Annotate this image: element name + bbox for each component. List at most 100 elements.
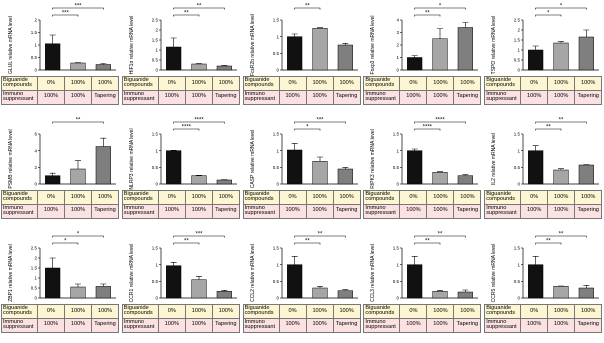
condition-cell: 0%	[157, 304, 186, 319]
y-tick-label: 1	[155, 262, 158, 267]
bar	[553, 169, 569, 185]
condition-row: Biguanide compounds 0% 100% 100%	[1, 76, 119, 91]
condition-cell: 100%	[426, 317, 455, 333]
significance-label: **	[184, 11, 189, 17]
condition-cell: 100%	[64, 203, 92, 219]
bar	[553, 286, 569, 299]
bar	[45, 267, 61, 299]
error-bar	[462, 174, 469, 176]
y-tick-label: 1.5	[31, 30, 38, 35]
y-axis-label: FcεR2b relative mRNA level	[250, 14, 256, 76]
row-label: Biguanide compounds	[363, 190, 401, 205]
error-bar	[100, 137, 107, 147]
condition-cell: Tapering	[574, 203, 603, 219]
bar	[528, 150, 544, 185]
bar	[165, 46, 182, 71]
bar	[286, 149, 302, 185]
y-tick-label: 1.5	[152, 132, 159, 137]
bar	[578, 287, 595, 299]
condition-cell: 100%	[278, 317, 307, 333]
y-tick-label: 2.5	[31, 246, 38, 251]
error-bar	[100, 283, 107, 287]
condition-cell: 0%	[278, 304, 307, 319]
y-tick-label: 2	[34, 18, 37, 23]
significance-label: *	[560, 4, 563, 10]
significance-bracket	[293, 121, 346, 124]
significance-bracket	[535, 128, 562, 131]
chart: CCL3 relative mRNA level 0 0.5 1 1.5 ** **	[370, 232, 479, 302]
condition-table: Biguanide compounds 0% 100% 100% Immuno supp…	[242, 304, 361, 333]
y-tick-label: 1	[34, 43, 37, 48]
condition-cell: Tapering	[453, 203, 482, 219]
error-bar	[532, 45, 539, 50]
condition-table: Biguanide compounds 0% 100% 100% Immuno supp…	[121, 190, 240, 219]
condition-row: Biguanide compounds 0% 100% 100%	[242, 304, 361, 319]
significance-label: **	[425, 11, 430, 17]
y-axis-label: ZBP1 relative mRNA level	[8, 244, 14, 302]
y-tick-label: 1.5	[393, 246, 400, 251]
row-label: Immuno suppressant	[363, 203, 401, 219]
bar	[216, 179, 232, 185]
condition-cell: 0%	[37, 190, 65, 205]
y-axis-label: CASP relative mRNA level	[250, 130, 256, 189]
chart: GLUL relative mRNA level 0 0.5 1 1.5 2 *** ***	[8, 4, 116, 74]
row-label: Immuno suppressant	[242, 203, 280, 219]
condition-row: Immuno suppressant 100% 100% Tapering	[1, 203, 119, 219]
condition-row: Immuno suppressant 100% 100% Tapering	[242, 89, 361, 105]
error-bar	[583, 29, 590, 37]
condition-row: Biguanide compounds 0% 100% 100%	[242, 76, 361, 91]
error-bar	[412, 148, 419, 151]
significance-label: **	[546, 239, 551, 245]
row-label: Biguanide compounds	[484, 304, 522, 319]
significance-label: **	[438, 232, 443, 238]
condition-cell: 0%	[278, 190, 307, 205]
y-tick-label: 0	[155, 296, 158, 301]
bar	[45, 43, 61, 71]
significance-label: **	[184, 239, 189, 245]
condition-cell: 100%	[64, 89, 92, 105]
condition-cell: 100%	[184, 76, 213, 91]
y-tick-label: 1	[276, 148, 279, 153]
condition-cell: 100%	[278, 89, 307, 105]
chart: CCR5 relative mRNA level 0 0.5 1 1.5 ** **	[491, 232, 600, 302]
significance-label: ***	[74, 4, 82, 10]
chart: RIPK3 relative mRNA level 0 0.5 1 1.5 *******…	[370, 118, 479, 189]
y-tick-label: 0.5	[514, 279, 521, 284]
y-tick-label: 0.5	[514, 165, 521, 170]
condition-cell: 100%	[453, 190, 482, 205]
condition-row: Immuno suppressant 100% 100% Tapering	[363, 89, 482, 105]
condition-row: Immuno suppressant 100% 100% Tapering	[363, 203, 482, 219]
condition-row: Biguanide compounds 0% 100% 100%	[484, 76, 603, 91]
bar	[165, 150, 182, 185]
chart-panel: CCL2 relative mRNA level 0 0.5 1 1.5 ** ** Bigu…	[242, 228, 362, 342]
y-tick-label: 2.5	[514, 18, 521, 23]
error-bar	[462, 289, 469, 292]
condition-cell: 100%	[305, 89, 334, 105]
condition-cell: 0%	[37, 304, 65, 319]
y-tick-label: 1.5	[514, 246, 521, 251]
y-tick-label: 0.5	[393, 279, 400, 284]
y-tick-label: 0	[518, 296, 521, 301]
y-tick-label: 0.5	[152, 165, 159, 170]
significance-bracket	[173, 7, 225, 10]
chart-panel: CASP relative mRNA level 0 0.5 1 1.5 * *** Bigu…	[242, 114, 362, 228]
condition-row: Biguanide compounds 0% 100% 100%	[484, 190, 603, 205]
condition-cell: 100%	[157, 317, 186, 333]
bar	[216, 291, 232, 299]
significance-bracket	[52, 235, 104, 238]
significance-bracket	[173, 128, 200, 131]
bar	[191, 279, 207, 299]
y-axis-label: CCL3 relative mRNA level	[370, 244, 376, 302]
row-label: Biguanide compounds	[1, 190, 38, 205]
y-tick-label: 0.5	[31, 286, 38, 291]
condition-cell: 0%	[399, 190, 428, 205]
y-tick-label: 1.5	[272, 18, 279, 23]
significance-label: ****	[194, 118, 204, 124]
condition-row: Biguanide compounds 0% 100% 100%	[1, 190, 119, 205]
significance-label: *	[77, 232, 80, 238]
y-tick-label: 3	[397, 30, 400, 35]
condition-row: Biguanide compounds 0% 100% 100%	[363, 190, 482, 205]
chart-panel: FcεR2b relative mRNA level 0 0.5 1 1.5 ** Bigu…	[242, 0, 362, 114]
bar	[70, 286, 86, 299]
row-label: Immuno suppressant	[484, 203, 522, 219]
